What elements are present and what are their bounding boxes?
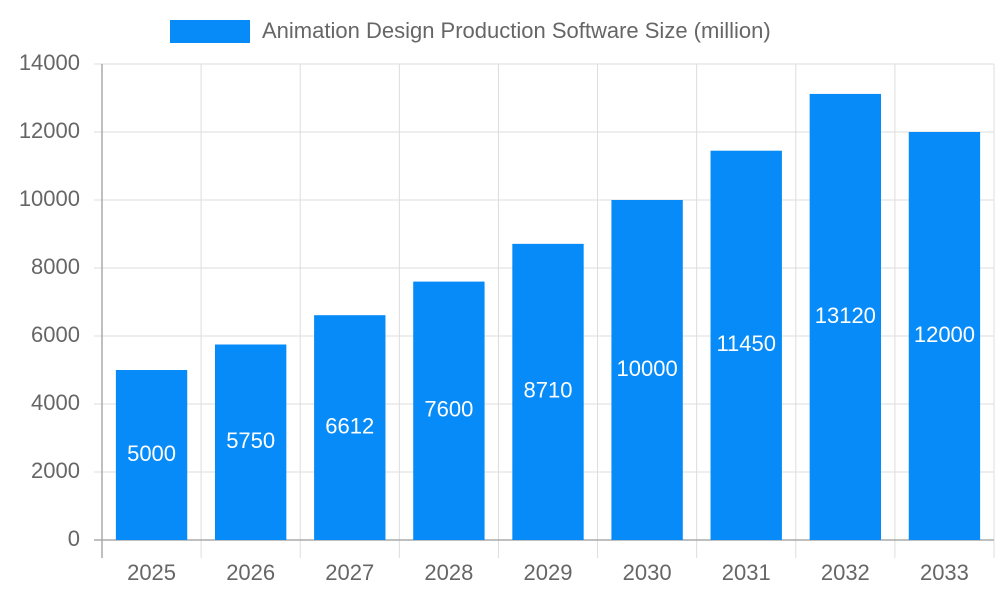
bar [908,132,981,540]
x-tick-label: 2026 [226,560,275,585]
bar [413,281,485,540]
legend-label: Animation Design Production Software Siz… [262,18,771,43]
x-tick-label: 2030 [623,560,672,585]
y-tick-label: 14000 [19,50,80,75]
x-tick-label: 2033 [920,560,969,585]
y-tick-label: 0 [68,526,80,551]
x-tick-label: 2028 [424,560,473,585]
x-tick-label: 2032 [821,560,870,585]
x-tick-label: 2029 [524,560,573,585]
data-label: 5750 [226,428,275,453]
x-tick-label: 2027 [325,560,374,585]
bar [314,315,386,540]
data-label: 12000 [914,322,975,347]
data-label: 11450 [716,331,776,356]
y-tick-label: 10000 [19,186,80,211]
data-label: 5000 [127,441,176,466]
y-tick-label: 8000 [31,254,80,279]
y-tick-label: 4000 [31,390,80,415]
y-tick-label: 12000 [19,118,80,143]
bar [710,150,782,540]
y-tick-label: 6000 [31,322,80,347]
bar [611,200,683,540]
data-label: 8710 [524,378,573,403]
bar [115,370,188,540]
x-tick-label: 2025 [127,560,176,585]
data-label: 7600 [424,397,473,422]
data-label: 10000 [617,356,678,381]
bar [809,93,882,541]
data-label: 6612 [325,413,374,438]
bar [214,344,287,540]
x-tick-label: 2031 [722,560,771,585]
legend-swatch [170,20,250,43]
data-label: 13120 [815,303,876,328]
y-tick-label: 2000 [31,458,80,483]
bar [512,243,584,541]
